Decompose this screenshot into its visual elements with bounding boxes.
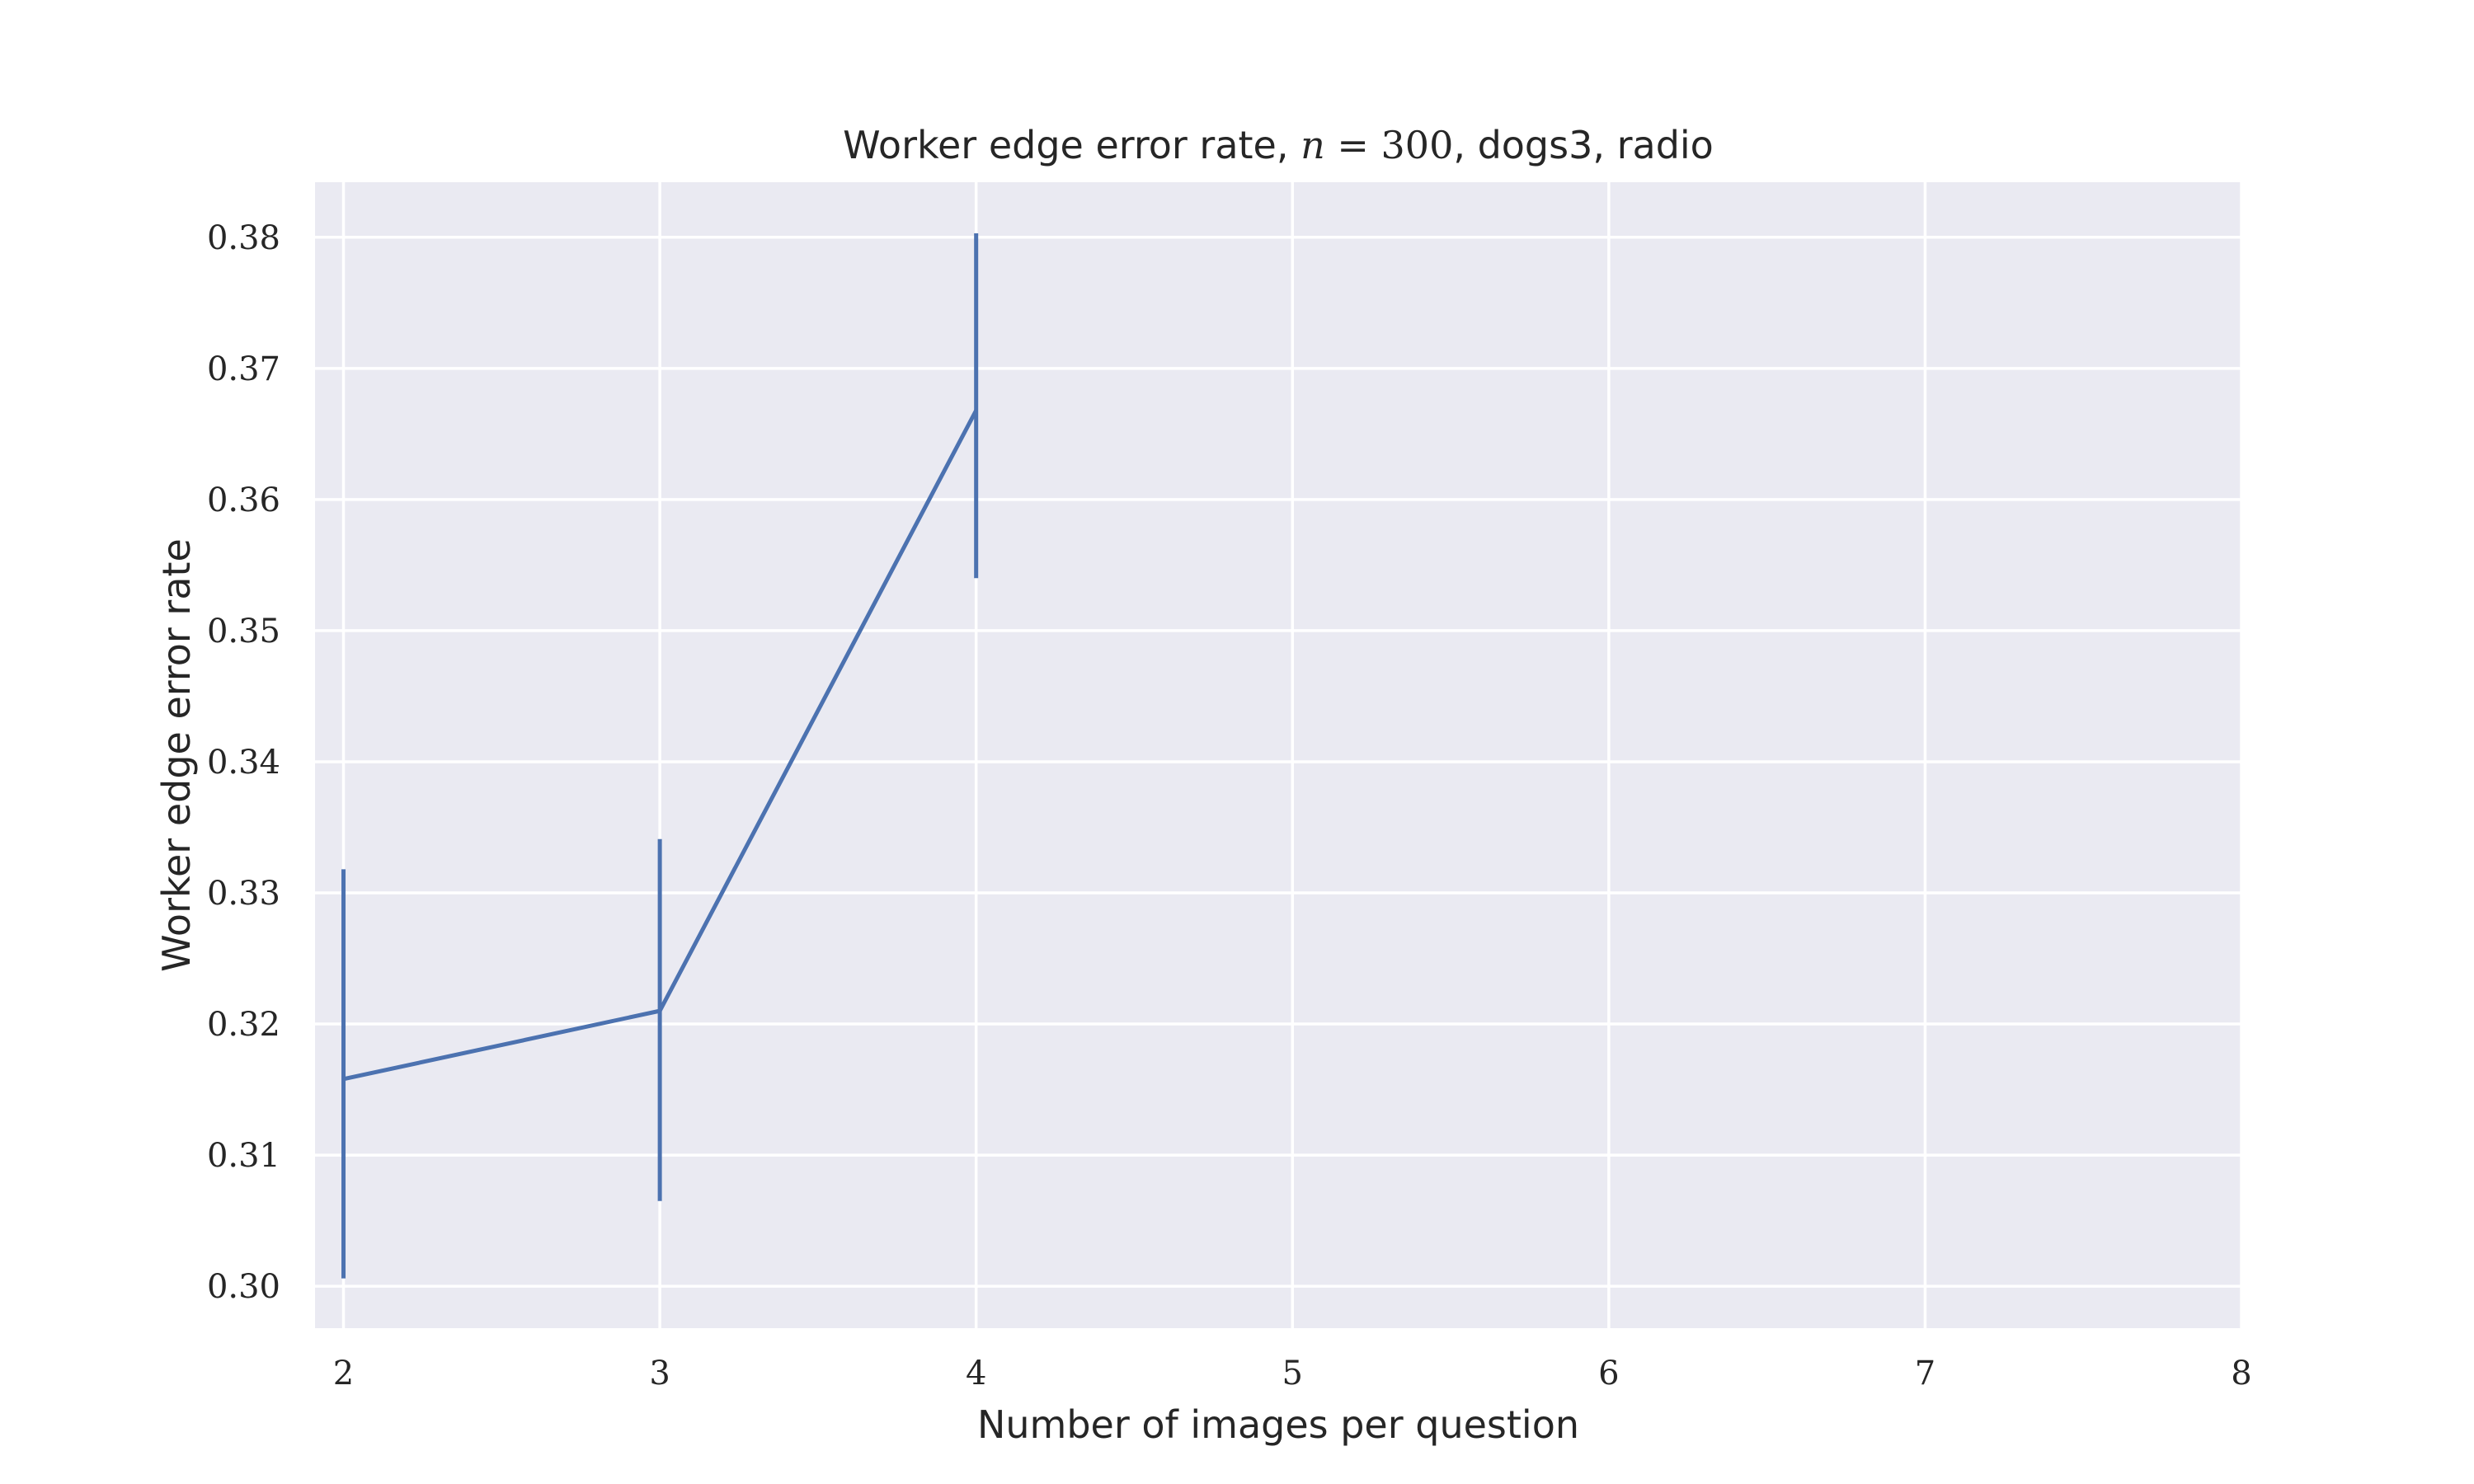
y-tick-label: 0.34: [207, 744, 280, 782]
y-tick-label: 0.32: [207, 1006, 280, 1044]
x-tick-labels: 2 3 4 5 6 7 8: [333, 1355, 2252, 1392]
y-tick-label: 0.38: [207, 219, 280, 257]
y-tick-label: 0.36: [207, 481, 280, 519]
y-tick-label: 0.37: [207, 350, 280, 388]
x-tick-label: 6: [1598, 1355, 1619, 1392]
title-suffix: , dogs3, radio: [1453, 123, 1714, 167]
title-prefix: Worker edge error rate,: [843, 123, 1300, 167]
x-axis-label: Number of images per question: [977, 1402, 1579, 1447]
y-tick-label: 0.35: [207, 613, 280, 650]
x-tick-label: 8: [2231, 1355, 2251, 1392]
title-math-rest: = 300: [1325, 123, 1454, 167]
y-tick-label: 0.30: [207, 1268, 280, 1306]
y-tick-labels: 0.30 0.31 0.32 0.33 0.34 0.35 0.36 0.37 0.38: [207, 219, 280, 1306]
title-math-var: n: [1300, 123, 1325, 167]
x-tick-label: 4: [966, 1355, 986, 1392]
series-group: [341, 233, 979, 1279]
x-tick-label: 7: [1915, 1355, 1935, 1392]
x-tick-label: 2: [333, 1355, 354, 1392]
y-tick-label: 0.31: [207, 1137, 280, 1175]
x-tick-label: 5: [1282, 1355, 1303, 1392]
x-tick-label: 3: [649, 1355, 670, 1392]
chart-title: Worker edge error rate, n = 300, dogs3, …: [843, 123, 1714, 167]
y-axis-label: Worker edge error rate: [154, 538, 199, 972]
plot-area: [315, 182, 2241, 1328]
y-grid: [315, 236, 2241, 1288]
y-tick-label: 0.33: [207, 875, 280, 913]
